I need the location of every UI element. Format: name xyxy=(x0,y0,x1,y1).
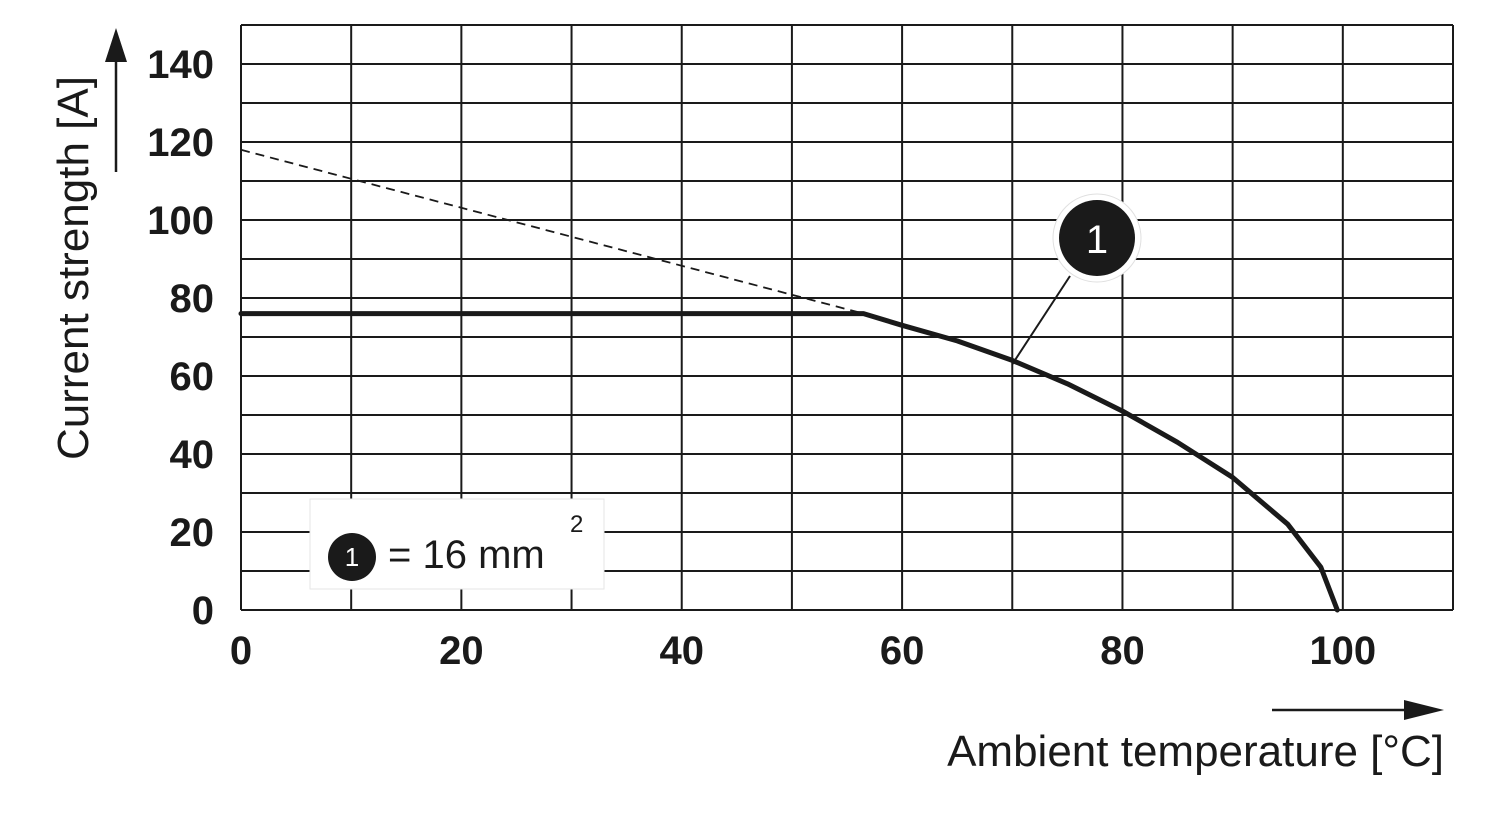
x-axis-arrow-head xyxy=(1404,700,1444,720)
legend-superscript: 2 xyxy=(570,511,583,538)
y-tick-label: 40 xyxy=(170,433,215,477)
y-axis-title-group: Current strength [A] xyxy=(49,28,127,460)
grid xyxy=(240,24,1454,611)
y-tick-label: 100 xyxy=(147,199,214,243)
x-tick-label: 60 xyxy=(880,629,925,673)
y-tick-label: 140 xyxy=(147,43,214,87)
legend: 1 = 16 mm 2 xyxy=(309,498,605,590)
x-tick-label: 100 xyxy=(1309,629,1376,673)
y-axis-arrow-head xyxy=(105,28,127,62)
callout-badge-icon xyxy=(1059,200,1135,276)
callout-leader-line xyxy=(1011,275,1071,365)
y-tick-label: 20 xyxy=(170,511,215,555)
x-tick-label: 80 xyxy=(1100,629,1145,673)
y-axis-title: Current strength [A] xyxy=(49,76,98,460)
y-tick-label: 0 xyxy=(192,589,214,633)
x-tick-label: 40 xyxy=(659,629,704,673)
y-tick-label: 80 xyxy=(170,277,215,321)
legend-label: = 16 mm xyxy=(388,533,545,577)
dashed-extrapolation-line xyxy=(240,148,864,315)
x-tick-labels: 0 20 40 60 80 100 xyxy=(230,629,1376,673)
derating-curve-16mm2 xyxy=(238,311,1340,613)
legend-badge-number: 1 xyxy=(345,542,359,572)
y-tick-labels: 0 20 40 60 80 100 120 140 xyxy=(147,43,214,633)
x-axis-title-group: Ambient temperature [°C] xyxy=(947,700,1444,776)
x-tick-label: 0 xyxy=(230,629,252,673)
x-axis-title: Ambient temperature [°C] xyxy=(947,727,1444,776)
y-tick-label: 60 xyxy=(170,355,215,399)
legend-badge-icon xyxy=(328,533,376,581)
y-tick-label: 120 xyxy=(147,121,214,165)
curve-annotation: 1 xyxy=(1011,193,1142,365)
x-tick-label: 20 xyxy=(439,629,484,673)
series xyxy=(238,148,1340,613)
callout-badge-number: 1 xyxy=(1086,218,1108,262)
